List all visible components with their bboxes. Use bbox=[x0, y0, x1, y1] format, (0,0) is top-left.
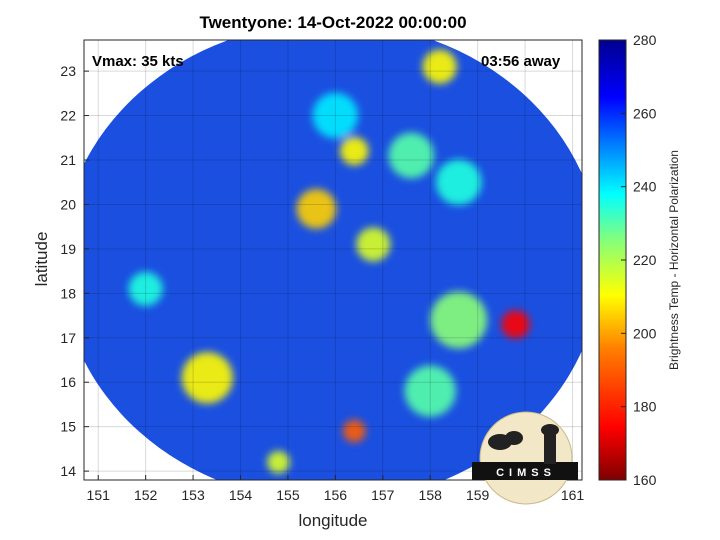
brightness-feature bbox=[340, 136, 369, 166]
x-axis-label: longitude bbox=[298, 511, 368, 530]
brightness-feature bbox=[267, 450, 290, 474]
x-tick-label: 158 bbox=[419, 487, 443, 503]
y-tick-label: 23 bbox=[60, 63, 76, 79]
grid-lines bbox=[84, 40, 582, 480]
y-tick-label: 21 bbox=[60, 152, 76, 168]
colorbar-tick-label: 200 bbox=[633, 325, 657, 341]
x-tick-label: 151 bbox=[87, 487, 111, 503]
colorbar-tick-label: 220 bbox=[633, 252, 657, 268]
logo-text: CIMSS bbox=[496, 467, 556, 479]
y-tick-label: 15 bbox=[60, 419, 76, 435]
swath-layer bbox=[84, 40, 582, 480]
y-tick-label: 19 bbox=[60, 241, 76, 257]
x-tick-label: 153 bbox=[181, 487, 205, 503]
brightness-feature bbox=[356, 227, 391, 262]
x-tick-label: 152 bbox=[134, 487, 158, 503]
colorbar-tick-label: 280 bbox=[633, 32, 657, 48]
brightness-feature bbox=[388, 132, 435, 179]
chart-title: Twentyone: 14-Oct-2022 00:00:00 bbox=[199, 13, 467, 32]
brightness-feature bbox=[435, 159, 482, 205]
colorbar-tick-label: 240 bbox=[633, 179, 657, 195]
y-tick-label: 17 bbox=[60, 330, 76, 346]
colorbar-ticks: 160 180 200 220 240 260 280 bbox=[621, 32, 657, 488]
colorbar-tick-label: 160 bbox=[633, 472, 657, 488]
x-tick-label: 154 bbox=[229, 487, 253, 503]
cimss-logo: CIMSS bbox=[472, 411, 578, 505]
y-tick-label: 22 bbox=[60, 108, 76, 124]
x-tick-label: 157 bbox=[371, 487, 395, 503]
brightness-feature bbox=[430, 291, 488, 349]
brightness-feature bbox=[296, 188, 337, 229]
brightness-feature bbox=[181, 352, 233, 404]
brightness-feature bbox=[342, 419, 366, 443]
vmax-label: Vmax: 35 kts bbox=[92, 53, 184, 70]
x-tick-label: 155 bbox=[276, 487, 300, 503]
brightness-feature bbox=[128, 271, 163, 306]
y-tick-label: 18 bbox=[60, 285, 76, 301]
y-tick-label: 14 bbox=[60, 463, 76, 479]
x-tick-label: 159 bbox=[466, 487, 490, 503]
y-axis-label: latitude bbox=[32, 231, 51, 287]
colorbar-tick-label: 180 bbox=[633, 399, 657, 415]
y-tick-label: 16 bbox=[60, 374, 76, 390]
x-tick-label: 161 bbox=[561, 487, 585, 503]
colorbar-tick-label: 260 bbox=[633, 105, 657, 121]
brightness-feature bbox=[312, 92, 359, 139]
x-tick-label: 156 bbox=[324, 487, 348, 503]
colorbar-label: Brightness Temp - Horizontal Polarizatio… bbox=[667, 150, 681, 370]
y-tick-label: 20 bbox=[60, 196, 76, 212]
convection-features bbox=[128, 49, 530, 474]
brightness-feature bbox=[501, 310, 530, 339]
time-away-label: 03:56 away bbox=[481, 53, 561, 70]
axes-box bbox=[83, 39, 583, 481]
brightness-feature bbox=[404, 365, 456, 417]
brightness-feature bbox=[422, 49, 457, 84]
